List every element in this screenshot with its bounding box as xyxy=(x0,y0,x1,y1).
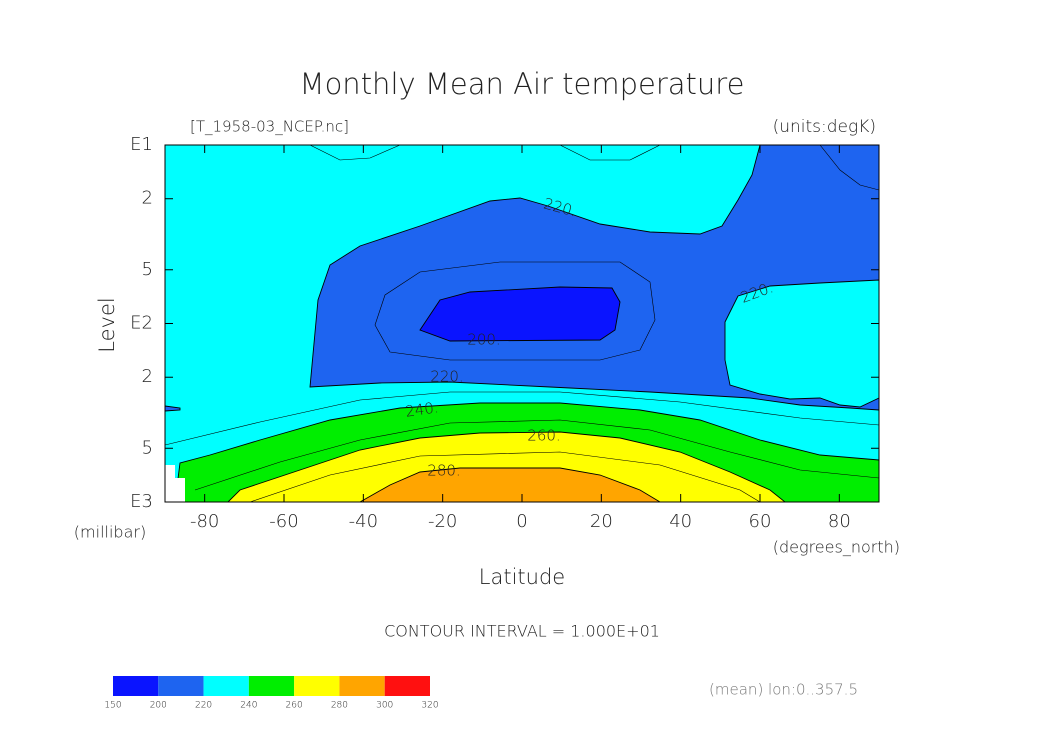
y-axis-label: Level xyxy=(95,297,119,352)
footnote: (mean) lon:0..357.5 xyxy=(709,681,858,699)
colorbar-swatch xyxy=(248,676,295,696)
x-tick-label: -40 xyxy=(349,511,378,532)
x-tick-label: -20 xyxy=(428,511,457,532)
contour-label: 200. xyxy=(467,331,500,349)
colorbar-label: 260 xyxy=(286,701,303,711)
y-tick-label: 5 xyxy=(142,437,153,458)
contour-region xyxy=(724,279,879,408)
colorbar-swatch xyxy=(203,676,249,696)
contour-line xyxy=(374,261,656,361)
y-tick-label: 2 xyxy=(142,188,153,209)
contour-fill xyxy=(165,145,879,502)
colorbar-swatch xyxy=(158,676,204,696)
colorbar-label: 220 xyxy=(195,701,212,711)
x-units-label: (degrees_north) xyxy=(773,538,900,557)
colorbar-label: 300 xyxy=(376,701,393,711)
contour-interval: CONTOUR INTERVAL = 1.000E+01 xyxy=(384,622,660,641)
contour-region xyxy=(227,431,786,502)
contour-label: 240. xyxy=(404,398,440,420)
y-tick-label: E3 xyxy=(130,491,153,512)
contour-region xyxy=(359,467,661,502)
contour-line xyxy=(559,145,661,161)
x-tick-label: 40 xyxy=(669,511,692,532)
colorbar-swatch xyxy=(113,676,159,696)
x-tick-label: 20 xyxy=(590,511,613,532)
y-tick-label: 2 xyxy=(142,366,153,387)
colorbar-label: 280 xyxy=(331,701,348,711)
y-units-label: (millibar) xyxy=(74,523,146,542)
subtitle: [T_1958-03_NCEP.nc] xyxy=(190,118,349,136)
contour-line xyxy=(819,145,879,191)
contour-region xyxy=(165,405,181,412)
x-tick-label: 0 xyxy=(516,511,527,532)
contour-label: 260. xyxy=(527,427,560,445)
colorbar-label: 240 xyxy=(240,701,257,711)
contour-line xyxy=(194,419,879,491)
colorbar-label: 320 xyxy=(421,701,438,711)
chart-title: Monthly Mean Air temperature xyxy=(300,67,745,101)
colorbar-label: 200 xyxy=(150,701,167,711)
x-axis-label: Latitude xyxy=(479,565,565,589)
x-tick-label: 60 xyxy=(749,511,772,532)
y-tick-label: E2 xyxy=(130,313,153,334)
contour-line xyxy=(249,451,761,502)
contour-line xyxy=(165,391,879,446)
missing-data xyxy=(165,465,185,502)
y-tick-label: 5 xyxy=(142,259,153,280)
x-tick-label: 80 xyxy=(828,511,851,532)
colorbar-swatch xyxy=(384,676,430,696)
contour-line xyxy=(309,145,401,161)
colorbar-swatch xyxy=(339,676,385,696)
y-tick-label: E1 xyxy=(130,134,153,155)
x-tick-label: -80 xyxy=(190,511,219,532)
colorbar-label: 150 xyxy=(104,701,121,711)
units-label: (units:degK) xyxy=(773,117,876,137)
contour-label: 280. xyxy=(427,462,460,480)
contour-region xyxy=(419,286,621,342)
colorbar-swatch xyxy=(294,676,340,696)
x-tick-label: -60 xyxy=(269,511,298,532)
contour-label: 220. xyxy=(430,368,463,386)
